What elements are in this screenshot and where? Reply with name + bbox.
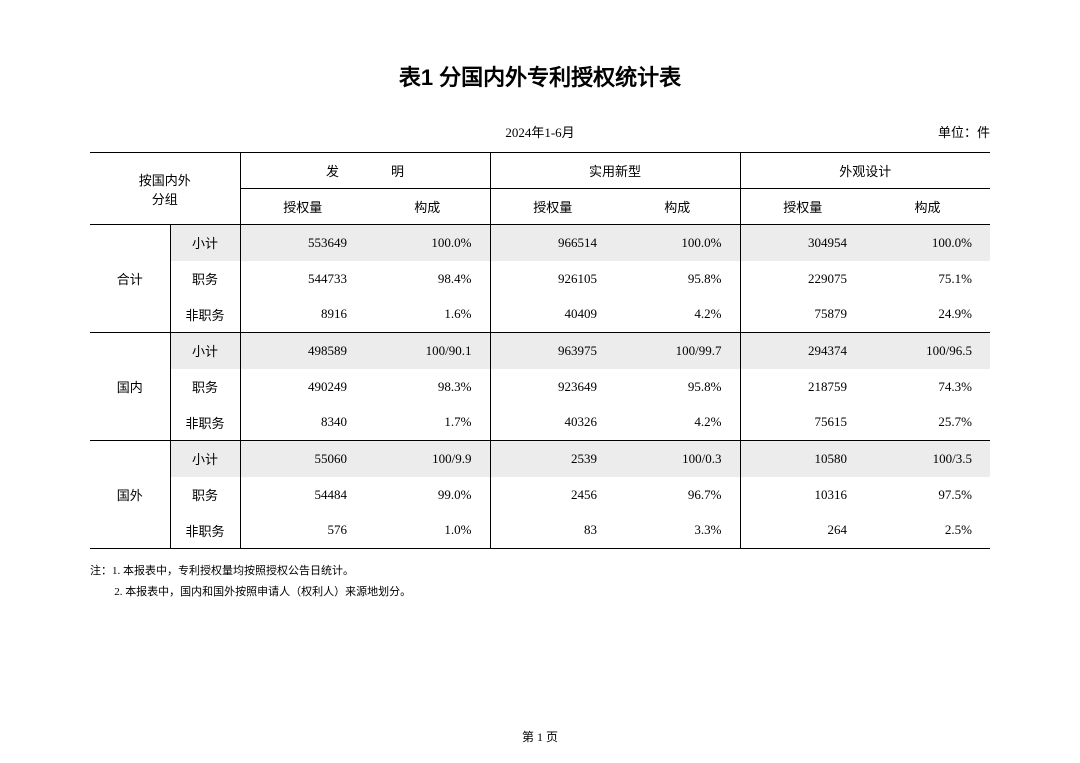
cell-comp: 95.8% xyxy=(615,261,740,297)
unit-label: 单位：件 xyxy=(938,122,990,141)
cell-comp: 100/9.9 xyxy=(365,441,490,477)
cell-comp: 100/3.5 xyxy=(865,441,990,477)
cell-qty: 923649 xyxy=(490,369,615,405)
col-qty: 授权量 xyxy=(240,189,365,225)
cell-qty: 75615 xyxy=(740,405,865,441)
cell-comp: 74.3% xyxy=(865,369,990,405)
table-row: 国外小计55060100/9.92539100/0.310580100/3.5 xyxy=(90,441,990,477)
cell-qty: 218759 xyxy=(740,369,865,405)
row-label: 职务 xyxy=(170,261,240,297)
cell-qty: 490249 xyxy=(240,369,365,405)
cell-comp: 2.5% xyxy=(865,513,990,549)
table-row: 职务49024998.3%92364995.8%21875974.3% xyxy=(90,369,990,405)
patent-table: 按国内外分组 发 明 实用新型 外观设计 授权量 构成 授权量 构成 授权量 构… xyxy=(90,152,990,549)
col-invention: 发 明 xyxy=(240,153,490,189)
cell-qty: 40409 xyxy=(490,297,615,333)
cell-qty: 83 xyxy=(490,513,615,549)
table-row: 职务5448499.0%245696.7%1031697.5% xyxy=(90,477,990,513)
row-label: 职务 xyxy=(170,477,240,513)
cell-qty: 553649 xyxy=(240,225,365,261)
cell-comp: 95.8% xyxy=(615,369,740,405)
col-group: 按国内外分组 xyxy=(90,153,240,225)
cell-comp: 100.0% xyxy=(365,225,490,261)
cell-comp: 75.1% xyxy=(865,261,990,297)
cell-qty: 966514 xyxy=(490,225,615,261)
period-label: 2024年1-6月 xyxy=(505,122,574,141)
cell-comp: 100.0% xyxy=(865,225,990,261)
table-row: 非职务5761.0%833.3%2642.5% xyxy=(90,513,990,549)
cell-qty: 576 xyxy=(240,513,365,549)
col-comp: 构成 xyxy=(365,189,490,225)
cell-comp: 97.5% xyxy=(865,477,990,513)
col-qty: 授权量 xyxy=(490,189,615,225)
table-row: 非职务89161.6%404094.2%7587924.9% xyxy=(90,297,990,333)
cell-qty: 926105 xyxy=(490,261,615,297)
group-name: 合计 xyxy=(90,225,170,333)
cell-qty: 54484 xyxy=(240,477,365,513)
cell-qty: 2456 xyxy=(490,477,615,513)
cell-comp: 25.7% xyxy=(865,405,990,441)
page-title: 表1 分国内外专利授权统计表 xyxy=(90,60,990,92)
cell-comp: 4.2% xyxy=(615,297,740,333)
cell-comp: 1.6% xyxy=(365,297,490,333)
cell-qty: 304954 xyxy=(740,225,865,261)
table-row: 职务54473398.4%92610595.8%22907575.1% xyxy=(90,261,990,297)
cell-qty: 10580 xyxy=(740,441,865,477)
cell-comp: 100/96.5 xyxy=(865,333,990,369)
cell-comp: 4.2% xyxy=(615,405,740,441)
cell-comp: 99.0% xyxy=(365,477,490,513)
cell-comp: 98.4% xyxy=(365,261,490,297)
col-design: 外观设计 xyxy=(740,153,990,189)
row-label: 小计 xyxy=(170,333,240,369)
group-name: 国内 xyxy=(90,333,170,441)
cell-qty: 75879 xyxy=(740,297,865,333)
cell-qty: 498589 xyxy=(240,333,365,369)
row-label: 非职务 xyxy=(170,513,240,549)
cell-comp: 98.3% xyxy=(365,369,490,405)
col-comp: 构成 xyxy=(615,189,740,225)
cell-qty: 544733 xyxy=(240,261,365,297)
cell-qty: 2539 xyxy=(490,441,615,477)
cell-qty: 10316 xyxy=(740,477,865,513)
cell-qty: 229075 xyxy=(740,261,865,297)
row-label: 小计 xyxy=(170,225,240,261)
table-row: 非职务83401.7%403264.2%7561525.7% xyxy=(90,405,990,441)
cell-comp: 100/90.1 xyxy=(365,333,490,369)
group-name: 国外 xyxy=(90,441,170,549)
cell-qty: 963975 xyxy=(490,333,615,369)
cell-comp: 100/99.7 xyxy=(615,333,740,369)
row-label: 非职务 xyxy=(170,405,240,441)
meta-row: 2024年1-6月 单位：件 xyxy=(90,122,990,142)
cell-qty: 55060 xyxy=(240,441,365,477)
cell-qty: 40326 xyxy=(490,405,615,441)
row-label: 非职务 xyxy=(170,297,240,333)
cell-qty: 8340 xyxy=(240,405,365,441)
footnote-2: 2. 本报表中，国内和国外按照申请人（权利人）来源地划分。 xyxy=(90,582,990,603)
table-row: 合计小计553649100.0%966514100.0%304954100.0% xyxy=(90,225,990,261)
footnote-1: 注：1. 本报表中，专利授权量均按照授权公告日统计。 xyxy=(90,561,990,582)
col-utility: 实用新型 xyxy=(490,153,740,189)
cell-comp: 1.7% xyxy=(365,405,490,441)
page-number: 第 1 页 xyxy=(0,728,1080,745)
table-row: 国内小计498589100/90.1963975100/99.729437410… xyxy=(90,333,990,369)
cell-comp: 100.0% xyxy=(615,225,740,261)
cell-comp: 1.0% xyxy=(365,513,490,549)
footnotes: 注：1. 本报表中，专利授权量均按照授权公告日统计。 2. 本报表中，国内和国外… xyxy=(90,561,990,603)
cell-comp: 96.7% xyxy=(615,477,740,513)
cell-qty: 8916 xyxy=(240,297,365,333)
cell-comp: 100/0.3 xyxy=(615,441,740,477)
cell-comp: 24.9% xyxy=(865,297,990,333)
col-qty: 授权量 xyxy=(740,189,865,225)
cell-comp: 3.3% xyxy=(615,513,740,549)
cell-qty: 294374 xyxy=(740,333,865,369)
row-label: 小计 xyxy=(170,441,240,477)
row-label: 职务 xyxy=(170,369,240,405)
col-comp: 构成 xyxy=(865,189,990,225)
cell-qty: 264 xyxy=(740,513,865,549)
